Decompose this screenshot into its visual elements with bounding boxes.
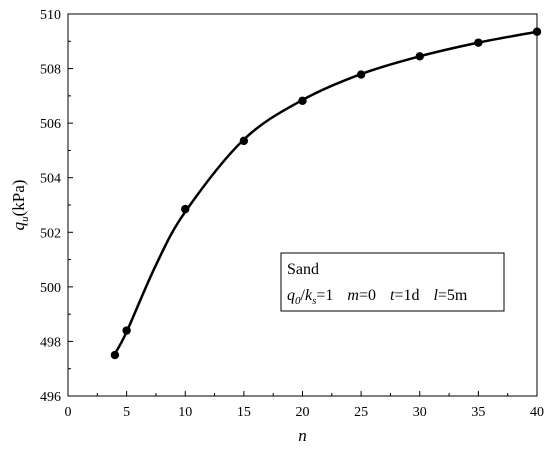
x-tick-label-2: 10	[178, 405, 192, 420]
legend-l-value: =5m	[438, 287, 468, 304]
data-point-2	[181, 204, 190, 214]
y-tick-label-0: 496	[40, 390, 61, 405]
plot-frame	[67, 13, 538, 397]
x-axis-title: n	[298, 426, 307, 445]
data-point-0	[110, 350, 120, 360]
data-point-7	[474, 38, 483, 47]
legend-m-value: =0	[359, 287, 376, 304]
y-axis-title: qu(kPa)	[9, 180, 31, 231]
y-tick-label-3: 502	[40, 226, 61, 241]
legend-m: m	[347, 287, 359, 304]
data-point-8	[532, 27, 542, 36]
y-axis-symbol: q	[9, 221, 28, 230]
x-tick-label-5: 25	[354, 405, 368, 420]
y-tick-label-7: 510	[40, 8, 61, 23]
data-point-5	[356, 70, 366, 79]
legend-k-sub: s	[312, 295, 316, 307]
tick-layer	[67, 13, 538, 397]
x-tick-label-7: 35	[471, 405, 485, 420]
legend-k: k	[305, 287, 313, 304]
y-tick-label-1: 498	[40, 335, 61, 350]
x-tick-label-1: 5	[123, 405, 130, 420]
legend-box: Sand q0/ks=1 m=0 t=1d l=5m	[280, 252, 505, 312]
y-axis-subscript: u	[19, 216, 31, 222]
legend-t: t	[390, 287, 395, 304]
y-axis-unit: (kPa)	[9, 180, 28, 217]
data-points	[110, 27, 542, 360]
legend-l: l	[433, 287, 438, 304]
y-tick-label-2: 500	[40, 281, 61, 296]
y-tick-label-6: 508	[40, 63, 61, 78]
fit-curve-line	[113, 30, 538, 355]
x-tick-label-6: 30	[413, 405, 427, 420]
legend-parameters: q0/ks=1 m=0 t=1d l=5m	[287, 287, 468, 307]
x-tick-label-0: 0	[65, 405, 72, 420]
x-tick-label-8: 40	[530, 405, 544, 420]
data-point-1	[122, 326, 131, 335]
data-point-4	[298, 96, 307, 105]
y-tick-label-5: 506	[40, 117, 61, 132]
legend-slash: /	[301, 287, 306, 304]
data-point-6	[415, 52, 424, 61]
legend-q-sub: 0	[295, 295, 301, 307]
legend-q: q	[287, 287, 295, 304]
data-point-3	[239, 136, 249, 146]
y-tick-label-4: 504	[40, 172, 61, 187]
legend-t-value: =1d	[394, 287, 419, 304]
legend-frame	[280, 252, 505, 312]
legend-soil-type: Sand	[287, 261, 319, 278]
x-tick-label-3: 15	[237, 405, 251, 420]
legend-ratio-value: =1	[316, 287, 333, 304]
x-tick-label-4: 20	[296, 405, 310, 420]
